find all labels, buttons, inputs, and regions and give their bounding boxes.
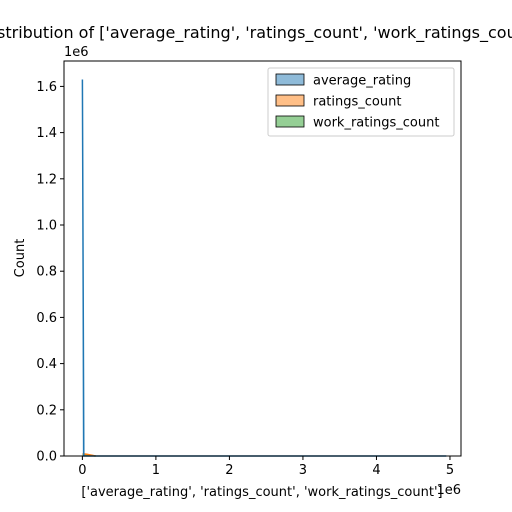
axes-frame: [63, 60, 462, 457]
x-tick-label: 1: [152, 463, 160, 478]
y-tick-label: 1.2: [36, 172, 57, 187]
x-multiplier-label: 1e6: [436, 483, 461, 498]
y-tick-label: 1.6: [36, 80, 57, 95]
legend-label-ratings_count: ratings_count: [313, 95, 401, 110]
legend-box: [267, 67, 455, 137]
legend-items: average_rating ratings_count work_ratings_…: [275, 73, 439, 131]
y-tick-label: 0.4: [36, 357, 57, 372]
y-multiplier-label: 1e6: [64, 45, 89, 60]
x-tick-label: 0: [78, 463, 86, 478]
legend-label-average_rating: average_rating: [313, 74, 411, 89]
y-axis-label: Count: [13, 239, 28, 278]
x-tick-label: 4: [372, 463, 380, 478]
chart-title: Distribution of ['average_rating', 'rati…: [0, 23, 512, 43]
y-tick-label: 0.8: [36, 265, 57, 280]
y-tick-label: 0.2: [36, 403, 57, 418]
y-tick-label: 0.6: [36, 311, 57, 326]
x-tick-label: 2: [225, 463, 233, 478]
legend-swatch-work_ratings_count: [275, 115, 305, 128]
x-axis-label: ['average_rating', 'ratings_count', 'wor…: [81, 485, 442, 500]
legend-swatch-ratings_count: [275, 94, 305, 107]
legend: average_rating ratings_count work_ratings_…: [267, 67, 455, 137]
x-axis-ticks: 0 1 2 3 4 5: [78, 456, 454, 478]
y-tick-label: 1.0: [36, 219, 57, 234]
legend-label-work_ratings_count: work_ratings_count: [313, 116, 439, 131]
y-tick-label: 0.0: [36, 450, 57, 465]
y-axis-ticks: 0.0 0.2 0.4 0.6 0.8 1.0 1.2 1.4 1.6: [36, 80, 64, 465]
legend-swatch-average_rating: [275, 73, 305, 86]
x-tick-label: 5: [446, 463, 454, 478]
y-tick-label: 1.4: [36, 126, 57, 141]
x-tick-label: 3: [299, 463, 307, 478]
